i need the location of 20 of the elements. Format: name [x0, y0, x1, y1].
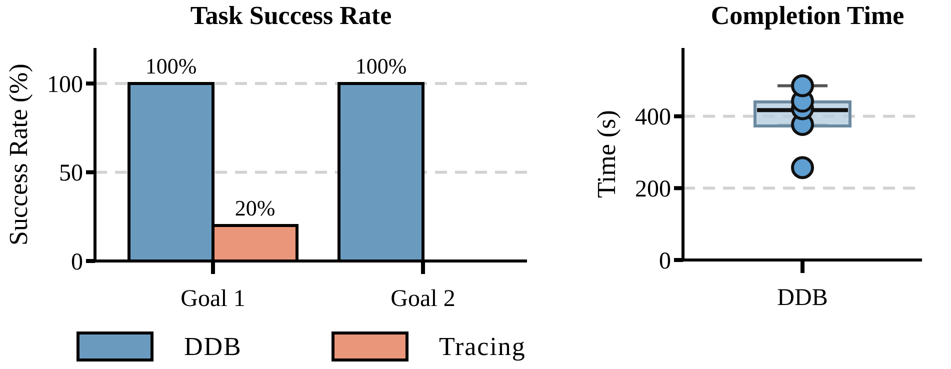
y-tick-label: 200	[635, 176, 671, 203]
point	[791, 74, 814, 98]
y-axis-title: Time (s)	[592, 110, 621, 198]
data-label: 100%	[145, 54, 197, 78]
x-tick-label: Goal 1	[180, 286, 246, 312]
x-tick-label: DDB	[777, 285, 828, 311]
y-tick-label: 100	[47, 72, 83, 98]
y-tick-label: 0	[71, 249, 83, 276]
y-tick-label: 400	[635, 104, 671, 131]
y-axis-title: Success Rate (%)	[4, 64, 33, 246]
x-tick-label: Goal 2	[390, 286, 456, 312]
chart-title: Task Success Rate	[190, 1, 392, 30]
y-tick-label: 50	[59, 160, 83, 187]
data-label: 20%	[234, 196, 276, 220]
data-label: 100%	[355, 54, 407, 78]
legend-label: DDB	[184, 332, 242, 361]
chart-title: Completion Time	[710, 1, 904, 30]
y-tick-label: 0	[659, 248, 671, 274]
point	[791, 156, 814, 180]
legend-label: Tracing	[439, 332, 526, 361]
